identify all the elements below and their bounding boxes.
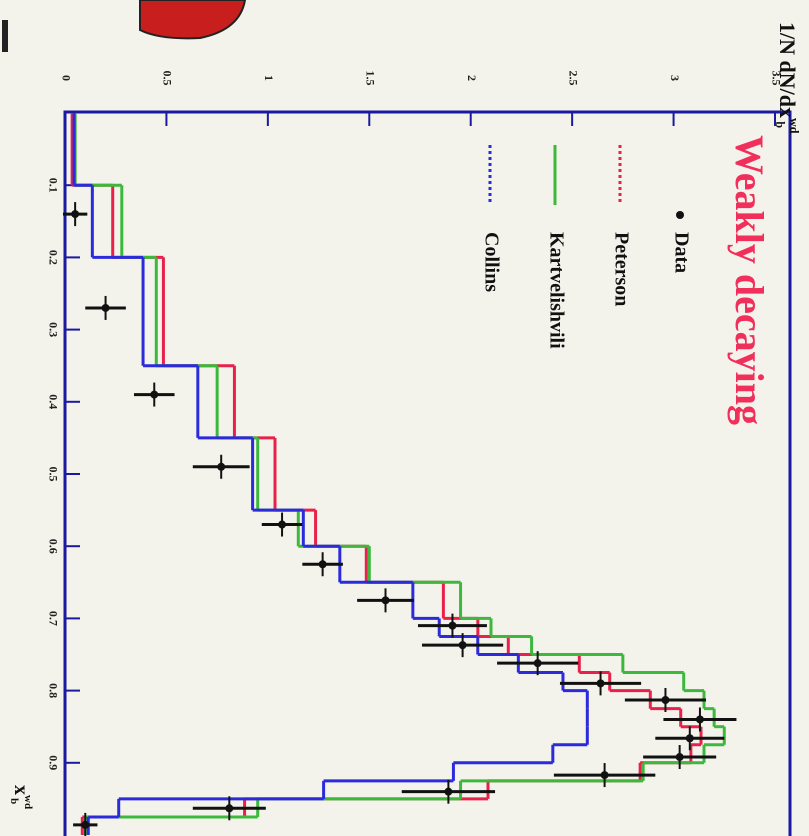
data-point — [81, 821, 89, 829]
legend-label: Collins — [480, 232, 502, 292]
data-point — [225, 804, 233, 812]
y-axis-label-main: 1/N dN/dx — [775, 22, 800, 118]
x-tick-label: 0.5 — [46, 467, 60, 482]
x-axis-label: xwdb — [8, 785, 34, 809]
y-tick-label: 1 — [262, 75, 276, 81]
chart: 00.511.522.533.50.10.20.30.40.50.60.70.8… — [0, 0, 809, 836]
y-axis-label-sub: b — [773, 121, 787, 128]
data-point — [150, 391, 158, 399]
data-point — [319, 560, 327, 568]
x-tick-label: 0.1 — [46, 178, 60, 193]
x-axis-label-sup: wd — [22, 795, 34, 809]
x-axis-label-sub: b — [8, 798, 20, 804]
data-point — [448, 622, 456, 630]
data-point — [676, 753, 684, 761]
data-point — [382, 596, 390, 604]
x-tick-label: 0.8 — [46, 683, 60, 698]
x-tick-label: 0.3 — [46, 322, 60, 337]
legend-label: Kartvelishvili — [545, 232, 567, 349]
data-point — [278, 521, 286, 529]
y-tick-label: 2.5 — [566, 71, 580, 86]
y-tick-label: 3 — [668, 75, 682, 81]
y-tick-label: 1.5 — [364, 71, 378, 86]
x-tick-label: 0.9 — [46, 755, 60, 770]
x-tick-label: 0.6 — [46, 539, 60, 554]
legend-label: Data — [670, 232, 692, 273]
data-point — [102, 304, 110, 312]
data-point — [661, 696, 669, 704]
legend-title: Weakly decaying — [727, 135, 772, 425]
y-tick-label: 0 — [59, 75, 73, 81]
x-tick-label: 0.7 — [46, 611, 60, 626]
x-axis-label-main: x — [10, 785, 32, 795]
decor-mark — [2, 20, 8, 52]
data-point — [534, 659, 542, 667]
legend-symbol — [676, 211, 684, 219]
data-point — [597, 679, 605, 687]
data-point — [444, 788, 452, 796]
data-point — [686, 734, 694, 742]
legend-label: Peterson — [610, 232, 632, 306]
data-point — [459, 641, 467, 649]
y-axis-label: 1/N dN/dxwdb — [773, 22, 801, 134]
decor-blob — [140, 0, 245, 38]
x-tick-label: 0.2 — [46, 250, 60, 265]
x-tick-label: 0.4 — [46, 394, 60, 409]
data-point — [696, 715, 704, 723]
data-point — [601, 771, 609, 779]
data-point — [71, 210, 79, 218]
y-tick-label: 2 — [465, 75, 479, 81]
y-axis-label-sup: wd — [787, 118, 801, 134]
data-point — [217, 463, 225, 471]
y-tick-label: 0.5 — [161, 71, 175, 86]
